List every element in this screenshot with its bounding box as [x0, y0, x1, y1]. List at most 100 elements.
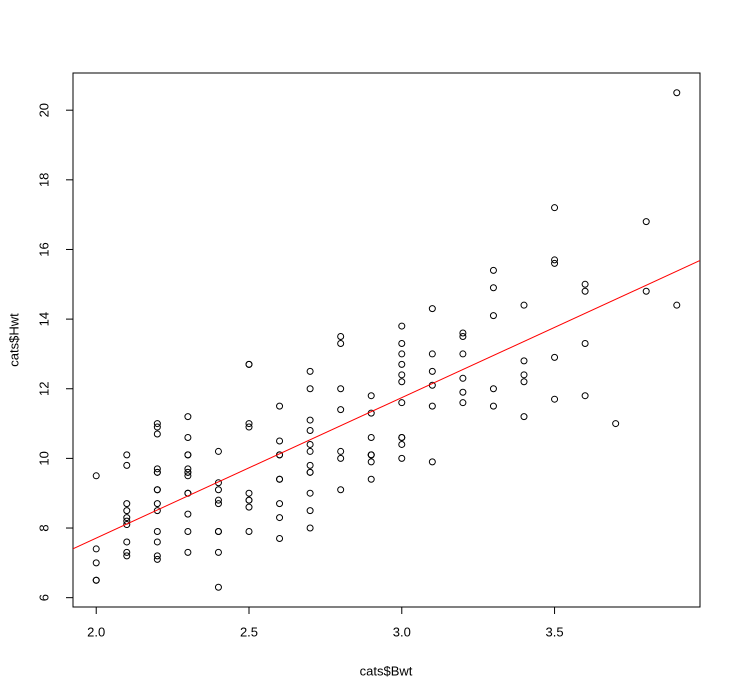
point: [581, 280, 589, 288]
point: [337, 339, 345, 347]
point: [581, 287, 589, 295]
point: [214, 548, 222, 556]
point: [520, 413, 528, 421]
point: [153, 555, 161, 563]
point: [123, 451, 131, 459]
point: [398, 399, 406, 407]
point: [153, 538, 161, 546]
point: [184, 468, 192, 476]
point: [459, 329, 467, 337]
point: [306, 507, 314, 515]
point: [123, 514, 131, 522]
point: [551, 256, 559, 264]
point: [276, 514, 284, 522]
point: [489, 312, 497, 320]
point: [398, 440, 406, 448]
point: [489, 284, 497, 292]
x-axis-label: cats$Bwt: [360, 663, 413, 678]
point: [642, 218, 650, 226]
x-tick-label: 3.5: [546, 624, 564, 639]
point: [153, 423, 161, 431]
point: [337, 486, 345, 494]
point: [428, 350, 436, 358]
point: [337, 447, 345, 455]
point: [367, 458, 375, 466]
point: [153, 528, 161, 536]
fit-line-group: [73, 260, 700, 550]
point: [92, 559, 100, 567]
point: [398, 454, 406, 462]
point: [153, 552, 161, 560]
point: [367, 451, 375, 459]
point: [398, 350, 406, 358]
point: [123, 507, 131, 515]
point: [153, 465, 161, 473]
point: [306, 385, 314, 393]
point: [92, 576, 100, 584]
point: [398, 371, 406, 379]
point: [276, 437, 284, 445]
point: [214, 528, 222, 536]
point: [245, 423, 253, 431]
point: [123, 548, 131, 556]
point: [153, 507, 161, 515]
point: [367, 392, 375, 400]
point: [489, 266, 497, 274]
point: [245, 496, 253, 504]
point: [337, 406, 345, 414]
y-tick-label: 14: [36, 312, 51, 326]
point: [306, 440, 314, 448]
point: [337, 385, 345, 393]
y-axis-label: cats$Hwt: [6, 313, 21, 367]
point: [153, 500, 161, 508]
point: [153, 420, 161, 428]
point: [459, 399, 467, 407]
y-tick-label: 18: [36, 173, 51, 187]
point: [245, 528, 253, 536]
point: [551, 204, 559, 212]
x-tick-label: 2.5: [240, 624, 258, 639]
point: [214, 583, 222, 591]
point: [245, 360, 253, 368]
point: [184, 433, 192, 441]
point: [673, 301, 681, 309]
point: [92, 545, 100, 553]
point: [367, 433, 375, 441]
point: [337, 333, 345, 341]
y-tick-label: 10: [36, 451, 51, 465]
point: [184, 472, 192, 480]
point: [520, 371, 528, 379]
point: [306, 524, 314, 532]
point: [428, 305, 436, 313]
point: [153, 468, 161, 476]
point: [398, 378, 406, 386]
point: [184, 465, 192, 473]
point: [612, 420, 620, 428]
point: [489, 385, 497, 393]
point: [428, 367, 436, 375]
point: [306, 367, 314, 375]
point: [581, 392, 589, 400]
point: [306, 461, 314, 469]
point: [92, 472, 100, 480]
point: [642, 287, 650, 295]
point: [153, 486, 161, 494]
point: [459, 333, 467, 341]
point: [123, 461, 131, 469]
point: [551, 259, 559, 267]
point: [520, 301, 528, 309]
y-tick-label: 20: [36, 103, 51, 117]
point: [551, 353, 559, 361]
point: [306, 427, 314, 435]
fit-line: [73, 260, 700, 550]
point: [551, 395, 559, 403]
point: [276, 534, 284, 542]
point: [123, 552, 131, 560]
point: [306, 447, 314, 455]
point: [184, 510, 192, 518]
point: [306, 468, 314, 476]
point: [398, 360, 406, 368]
point: [520, 357, 528, 365]
point: [214, 500, 222, 508]
point: [214, 496, 222, 504]
